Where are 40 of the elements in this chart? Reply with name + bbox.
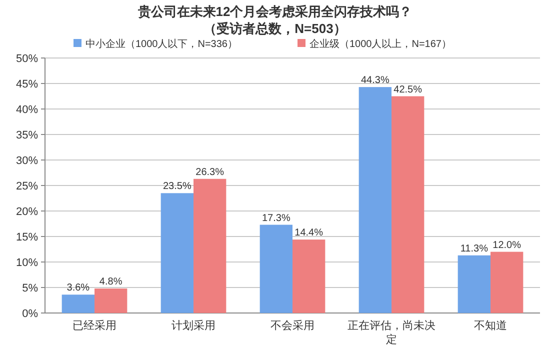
bar [160,193,194,313]
chart-subtitle: （受访者总数，N=503） [204,21,346,36]
legend-label: 企业级（1000人以上，N=167） [310,38,452,50]
data-label: 44.3% [360,75,390,86]
data-label: 42.5% [394,84,422,96]
y-tick-label: 45% [16,78,38,90]
y-tick-label: 40% [16,104,38,116]
y-tick-label: 50% [16,53,38,65]
x-tick-label: 已经采用 [72,319,116,332]
bar [292,240,326,313]
data-label: 26.3% [196,166,224,178]
data-label: 14.4% [294,228,324,239]
bar [490,252,524,313]
x-tick-label: 计划采用 [172,319,216,332]
data-label: 3.6% [66,282,90,294]
y-tick-label: 15% [16,232,38,244]
data-label: 4.8% [99,276,122,288]
bar [62,294,94,313]
y-tick-label: 10% [16,257,38,269]
data-label: 23.5% [162,181,192,192]
bar [94,288,128,313]
y-tick-label: 20% [16,206,38,218]
data-label: 17.3% [262,212,290,224]
chart-title: 贵公司在未来12个月会考虑采用全闪存技术吗？ [136,4,412,19]
y-tick-label: 25% [16,180,38,192]
bar [260,224,292,313]
y-tick-label: 0% [22,308,38,320]
bar [458,255,490,313]
x-tick-label: 不会采用 [270,319,314,332]
y-tick-label: 5% [22,282,38,294]
data-label: 11.3% [460,243,488,254]
bar [358,87,392,313]
y-tick-label: 35% [16,130,38,142]
x-tick-label: 正在评估，尚未决定 [348,319,436,346]
x-tick-label: 不知道 [474,320,507,332]
bar [392,96,424,313]
y-tick-label: 30% [16,155,38,167]
data-label: 12.0% [492,240,522,251]
bar [194,178,226,313]
legend-label: 中小企业（1000人以下，N=336） [86,38,238,50]
